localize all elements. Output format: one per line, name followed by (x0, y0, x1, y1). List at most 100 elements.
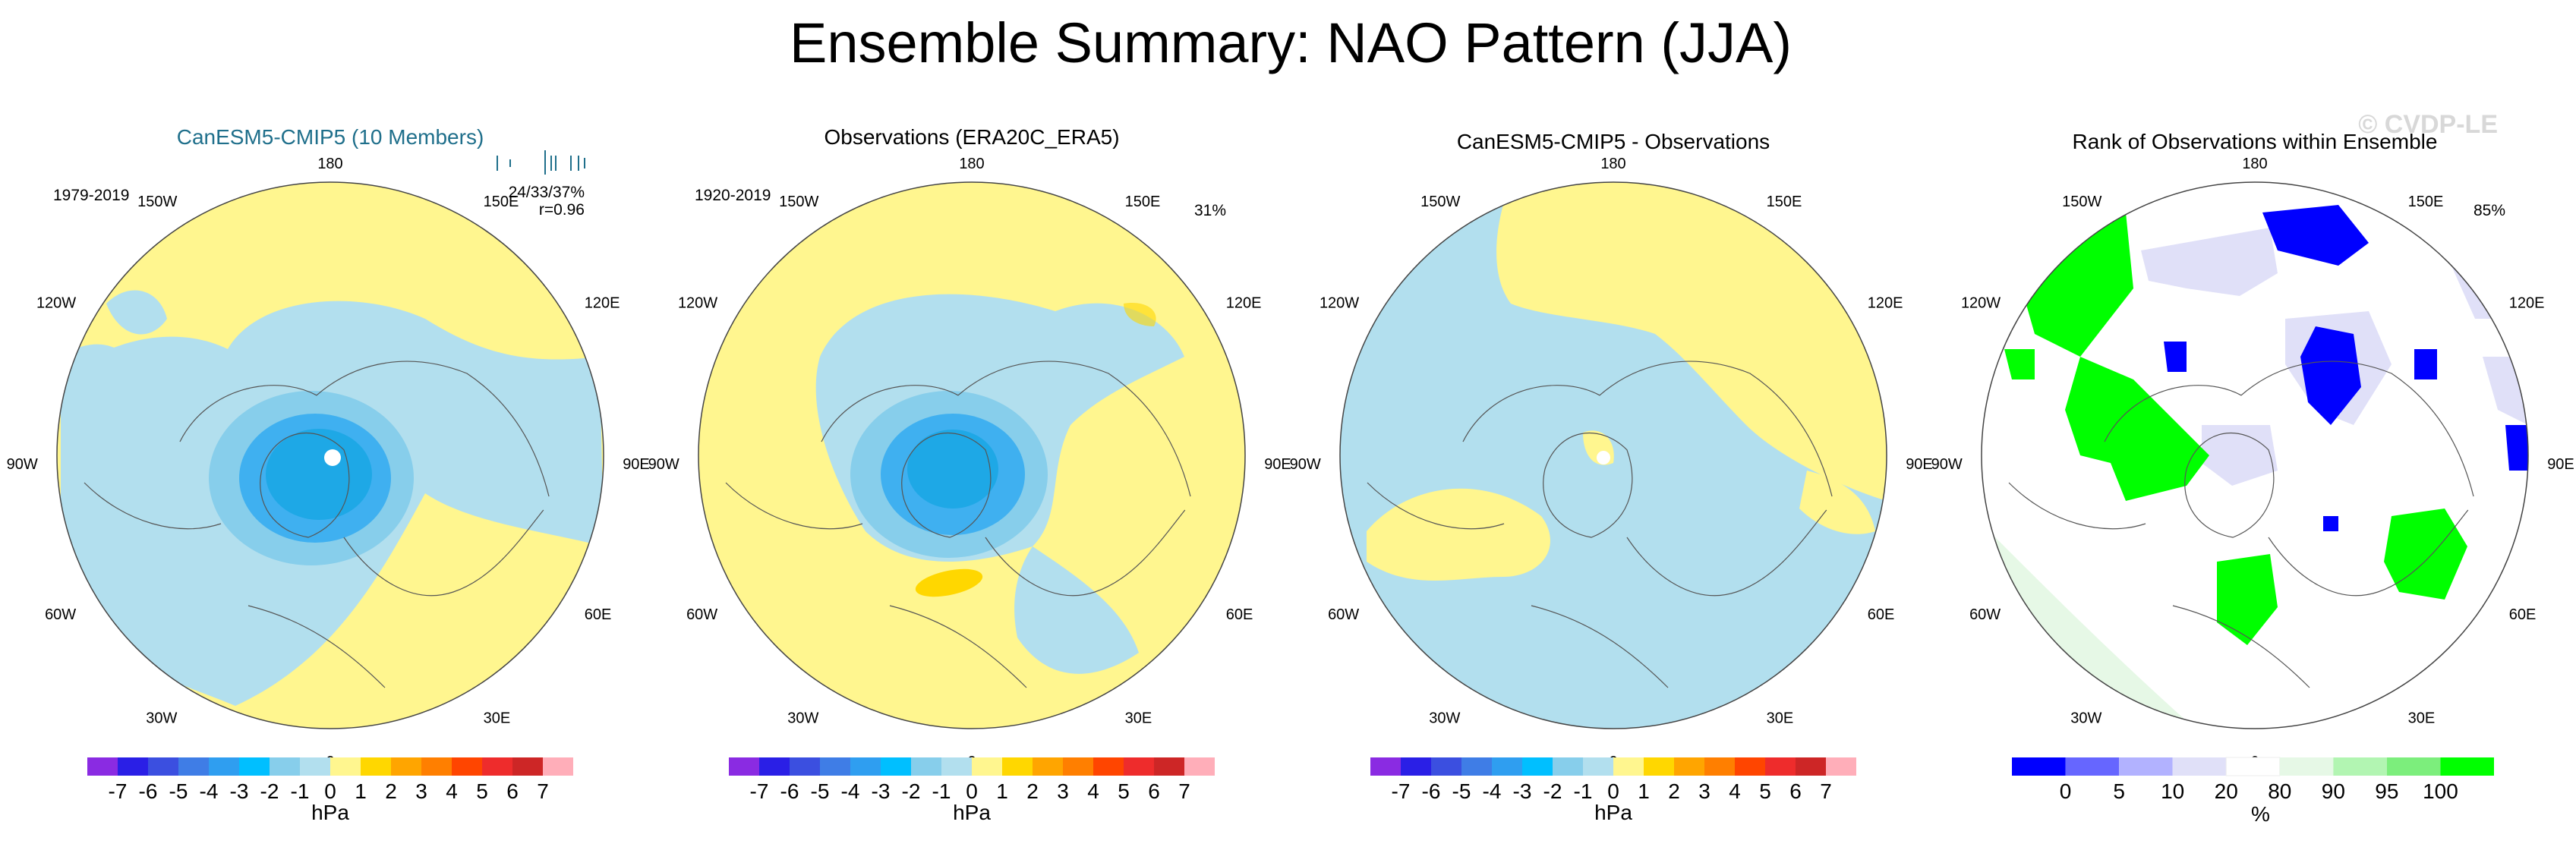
map-rim (1981, 181, 2529, 729)
panel-observations: Observations (ERA20C_ERA5) 1920-2019 31% (695, 125, 1245, 729)
colorbar-tick-label: 5 (1759, 779, 1771, 803)
colorbar-swatch (2172, 757, 2227, 776)
map-field (1982, 182, 2528, 729)
colorbar-tick-label: 7 (1820, 779, 1832, 803)
colorbar-swatch (482, 757, 512, 776)
stats-pct: 24/33/37% (509, 184, 585, 201)
lon-label-left_upper: 120W (1961, 294, 2001, 311)
lon-label-upper_right: 150E (1125, 194, 1161, 210)
panel-difference: CanESM5-CMIP5 - Observations (1340, 130, 1887, 729)
coastline (889, 605, 1027, 688)
colorbar-swatch (1063, 757, 1093, 776)
colorbar-swatch (2065, 757, 2120, 776)
panel-model: CanESM5-CMIP5 (10 Members) 1979-2019 24/… (53, 125, 604, 729)
coastline (821, 361, 1191, 497)
coastline (179, 361, 550, 497)
colorbar-tick-label: -6 (780, 779, 799, 803)
map-rim (698, 181, 1246, 729)
colorbar-swatch (1583, 757, 1613, 776)
lon-label-left_upper: 120W (1320, 294, 1359, 311)
colorbar-tick-label: 1 (1638, 779, 1650, 803)
colorbar-swatch (1033, 757, 1063, 776)
colorbar-tick-label: 5 (1118, 779, 1130, 803)
colorbar-swatch (790, 757, 820, 776)
colorbar-tick-label: 3 (1698, 779, 1711, 803)
panel-title: Rank of Observations within Ensemble (2073, 130, 2438, 153)
lon-label-right_lower: 60E (1868, 606, 1895, 623)
colorbar-swatch (1093, 757, 1124, 776)
map-field (1340, 182, 1887, 729)
colorbar-tick-label: -1 (932, 779, 951, 803)
colorbar-swatch (239, 757, 270, 776)
colorbar-swatch (178, 757, 209, 776)
colorbar-rank: 0 5 10 20 80 90 95 100% (2012, 757, 2494, 826)
colorbar-tick-label: -2 (260, 779, 279, 803)
coastline (1543, 433, 1633, 538)
colorbar-tick-label: -3 (872, 779, 891, 803)
colorbar-tick-label: 2 (385, 779, 397, 803)
colorbar-swatch (2279, 757, 2334, 776)
colorbar-tick-label: -4 (1483, 779, 1502, 803)
colorbar-tick-label: 7 (537, 779, 549, 803)
colorbar-tick-label: -1 (291, 779, 310, 803)
coastline (84, 482, 222, 530)
colorbar-tick-label: 6 (1789, 779, 1802, 803)
lon-label-left_lower: 60W (1969, 606, 2001, 623)
lon-label-right: 90E (2547, 456, 2574, 473)
colorbar-swatch (391, 757, 421, 776)
figure-title: Ensemble Summary: NAO Pattern (JJA) (790, 11, 1792, 74)
colorbar-swatch (972, 757, 1002, 776)
colorbar-tick-label: 100 (2423, 779, 2458, 803)
colorbar-units: hPa (953, 801, 991, 824)
lon-label-left: 90W (1931, 456, 1963, 473)
lon-label-top: 180 (1600, 156, 1625, 172)
colorbar-swatch (1370, 757, 1401, 776)
colorbar-swatch (148, 757, 178, 776)
lon-label-lower_right: 30E (1125, 710, 1152, 727)
colorbar-swatch (118, 757, 148, 776)
lon-label-upper_left: 150W (779, 194, 818, 210)
panel-rank: Rank of Observations within Ensemble 85% (1982, 130, 2528, 729)
colorbar-swatch (2119, 757, 2173, 776)
colorbar-tick-label: 10 (2161, 779, 2184, 803)
lon-label-lower_left: 30W (146, 710, 177, 727)
colorbar-swatch (543, 757, 573, 776)
colorbar-tick-label: -6 (1422, 779, 1441, 803)
colorbar-tick-label: -7 (1392, 779, 1411, 803)
period-label: 1979-2019 (53, 187, 129, 204)
coastline (343, 509, 544, 597)
panel-title: CanESM5-CMIP5 (10 Members) (177, 125, 484, 149)
coastline (260, 433, 350, 538)
lon-label-left_lower: 60W (45, 606, 76, 623)
colorbar-tick-label: 3 (1057, 779, 1069, 803)
colorbar-swatch (881, 757, 911, 776)
colorbar-tick-label: 4 (446, 779, 458, 803)
colorbar-tick-label: -4 (200, 779, 219, 803)
lon-label-right: 90E (1264, 456, 1291, 473)
colorbar-tick-label: -1 (1574, 779, 1593, 803)
lon-label-lower_right: 30E (2408, 710, 2436, 727)
colorbar-units: % (2251, 802, 2270, 826)
lon-label-right_lower: 60E (2509, 606, 2537, 623)
colorbar-tick-label: 6 (506, 779, 519, 803)
lon-label-upper_right: 150E (484, 194, 519, 210)
coastline (2172, 605, 2310, 688)
lon-label-upper_left: 150W (137, 194, 177, 210)
stats-corr: r=0.96 (539, 201, 585, 219)
lon-label-upper_right: 150E (1767, 194, 1802, 210)
lon-label-right_upper: 120E (1226, 294, 1262, 311)
colorbar-swatch (911, 757, 941, 776)
colorbar-tick-label: 3 (415, 779, 427, 803)
coastline (2184, 433, 2275, 538)
colorbar-swatch (270, 757, 300, 776)
colorbar-swatch (1492, 757, 1522, 776)
colorbar-tick-label: 0 (1607, 779, 1619, 803)
watermark: © CVDP-LE (2358, 110, 2498, 139)
colorbar-tick-label: 20 (2215, 779, 2238, 803)
colorbar-tick-label: 0 (324, 779, 336, 803)
colorbar-tick-label: 5 (2113, 779, 2125, 803)
colorbar-swatch (87, 757, 118, 776)
colorbar-swatch (1154, 757, 1184, 776)
colorbar-units: hPa (1594, 801, 1632, 824)
